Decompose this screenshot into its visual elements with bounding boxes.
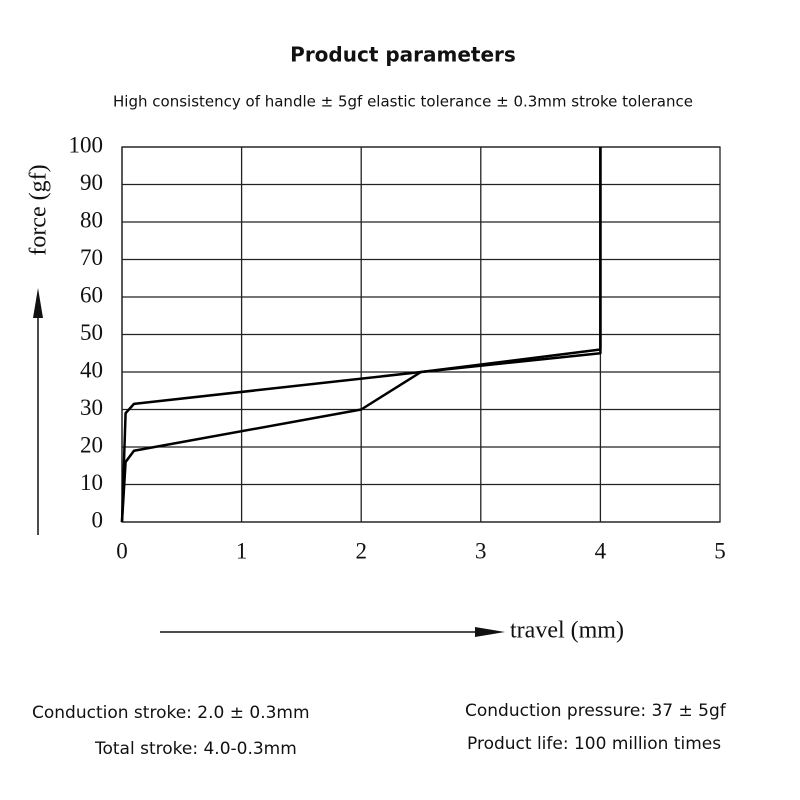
x-tick-label: 3 bbox=[475, 538, 487, 563]
y-tick-label: 100 bbox=[69, 132, 104, 157]
annotation: Total stroke: 4.0-0.3mm bbox=[94, 739, 297, 759]
annotation: Product life: 100 million times bbox=[467, 734, 721, 754]
y-axis-label: force (gf) bbox=[26, 164, 52, 255]
plot-border bbox=[121, 146, 721, 523]
y-tick-label: 10 bbox=[80, 470, 103, 495]
x-tick-label: 5 bbox=[714, 538, 726, 563]
annotation: Conduction stroke: 2.0 ± 0.3mm bbox=[32, 703, 310, 723]
chart-subtitle: High consistency of handle ± 5gf elastic… bbox=[113, 93, 693, 111]
y-tick-label: 70 bbox=[80, 245, 103, 270]
y-tick-label: 0 bbox=[92, 507, 104, 532]
x-arrow-head bbox=[475, 627, 505, 637]
y-arrow-head bbox=[33, 288, 43, 318]
y-tick-label: 30 bbox=[80, 395, 103, 420]
x-tick-label: 0 bbox=[116, 538, 128, 563]
x-axis-label: travel (mm) bbox=[510, 618, 624, 644]
y-tick-label: 90 bbox=[80, 170, 103, 195]
x-tick-label: 1 bbox=[236, 538, 248, 563]
y-tick-label: 20 bbox=[80, 432, 103, 457]
annotation: Conduction pressure: 37 ± 5gf bbox=[465, 701, 727, 721]
y-tick-label: 60 bbox=[80, 282, 103, 307]
chart-title: Product parameters bbox=[290, 43, 516, 67]
y-tick-label: 40 bbox=[80, 357, 103, 382]
x-tick-label: 2 bbox=[355, 538, 367, 563]
x-tick-label: 4 bbox=[595, 538, 607, 563]
y-tick-label: 50 bbox=[80, 320, 103, 345]
force-curve bbox=[120, 147, 602, 523]
force-curve bbox=[120, 147, 602, 523]
plot-area: 0 10 20 30 40 50 60 70 80 90 100 0 1 2 3 4 5 bbox=[69, 132, 726, 563]
y-tick-label: 80 bbox=[80, 207, 103, 232]
